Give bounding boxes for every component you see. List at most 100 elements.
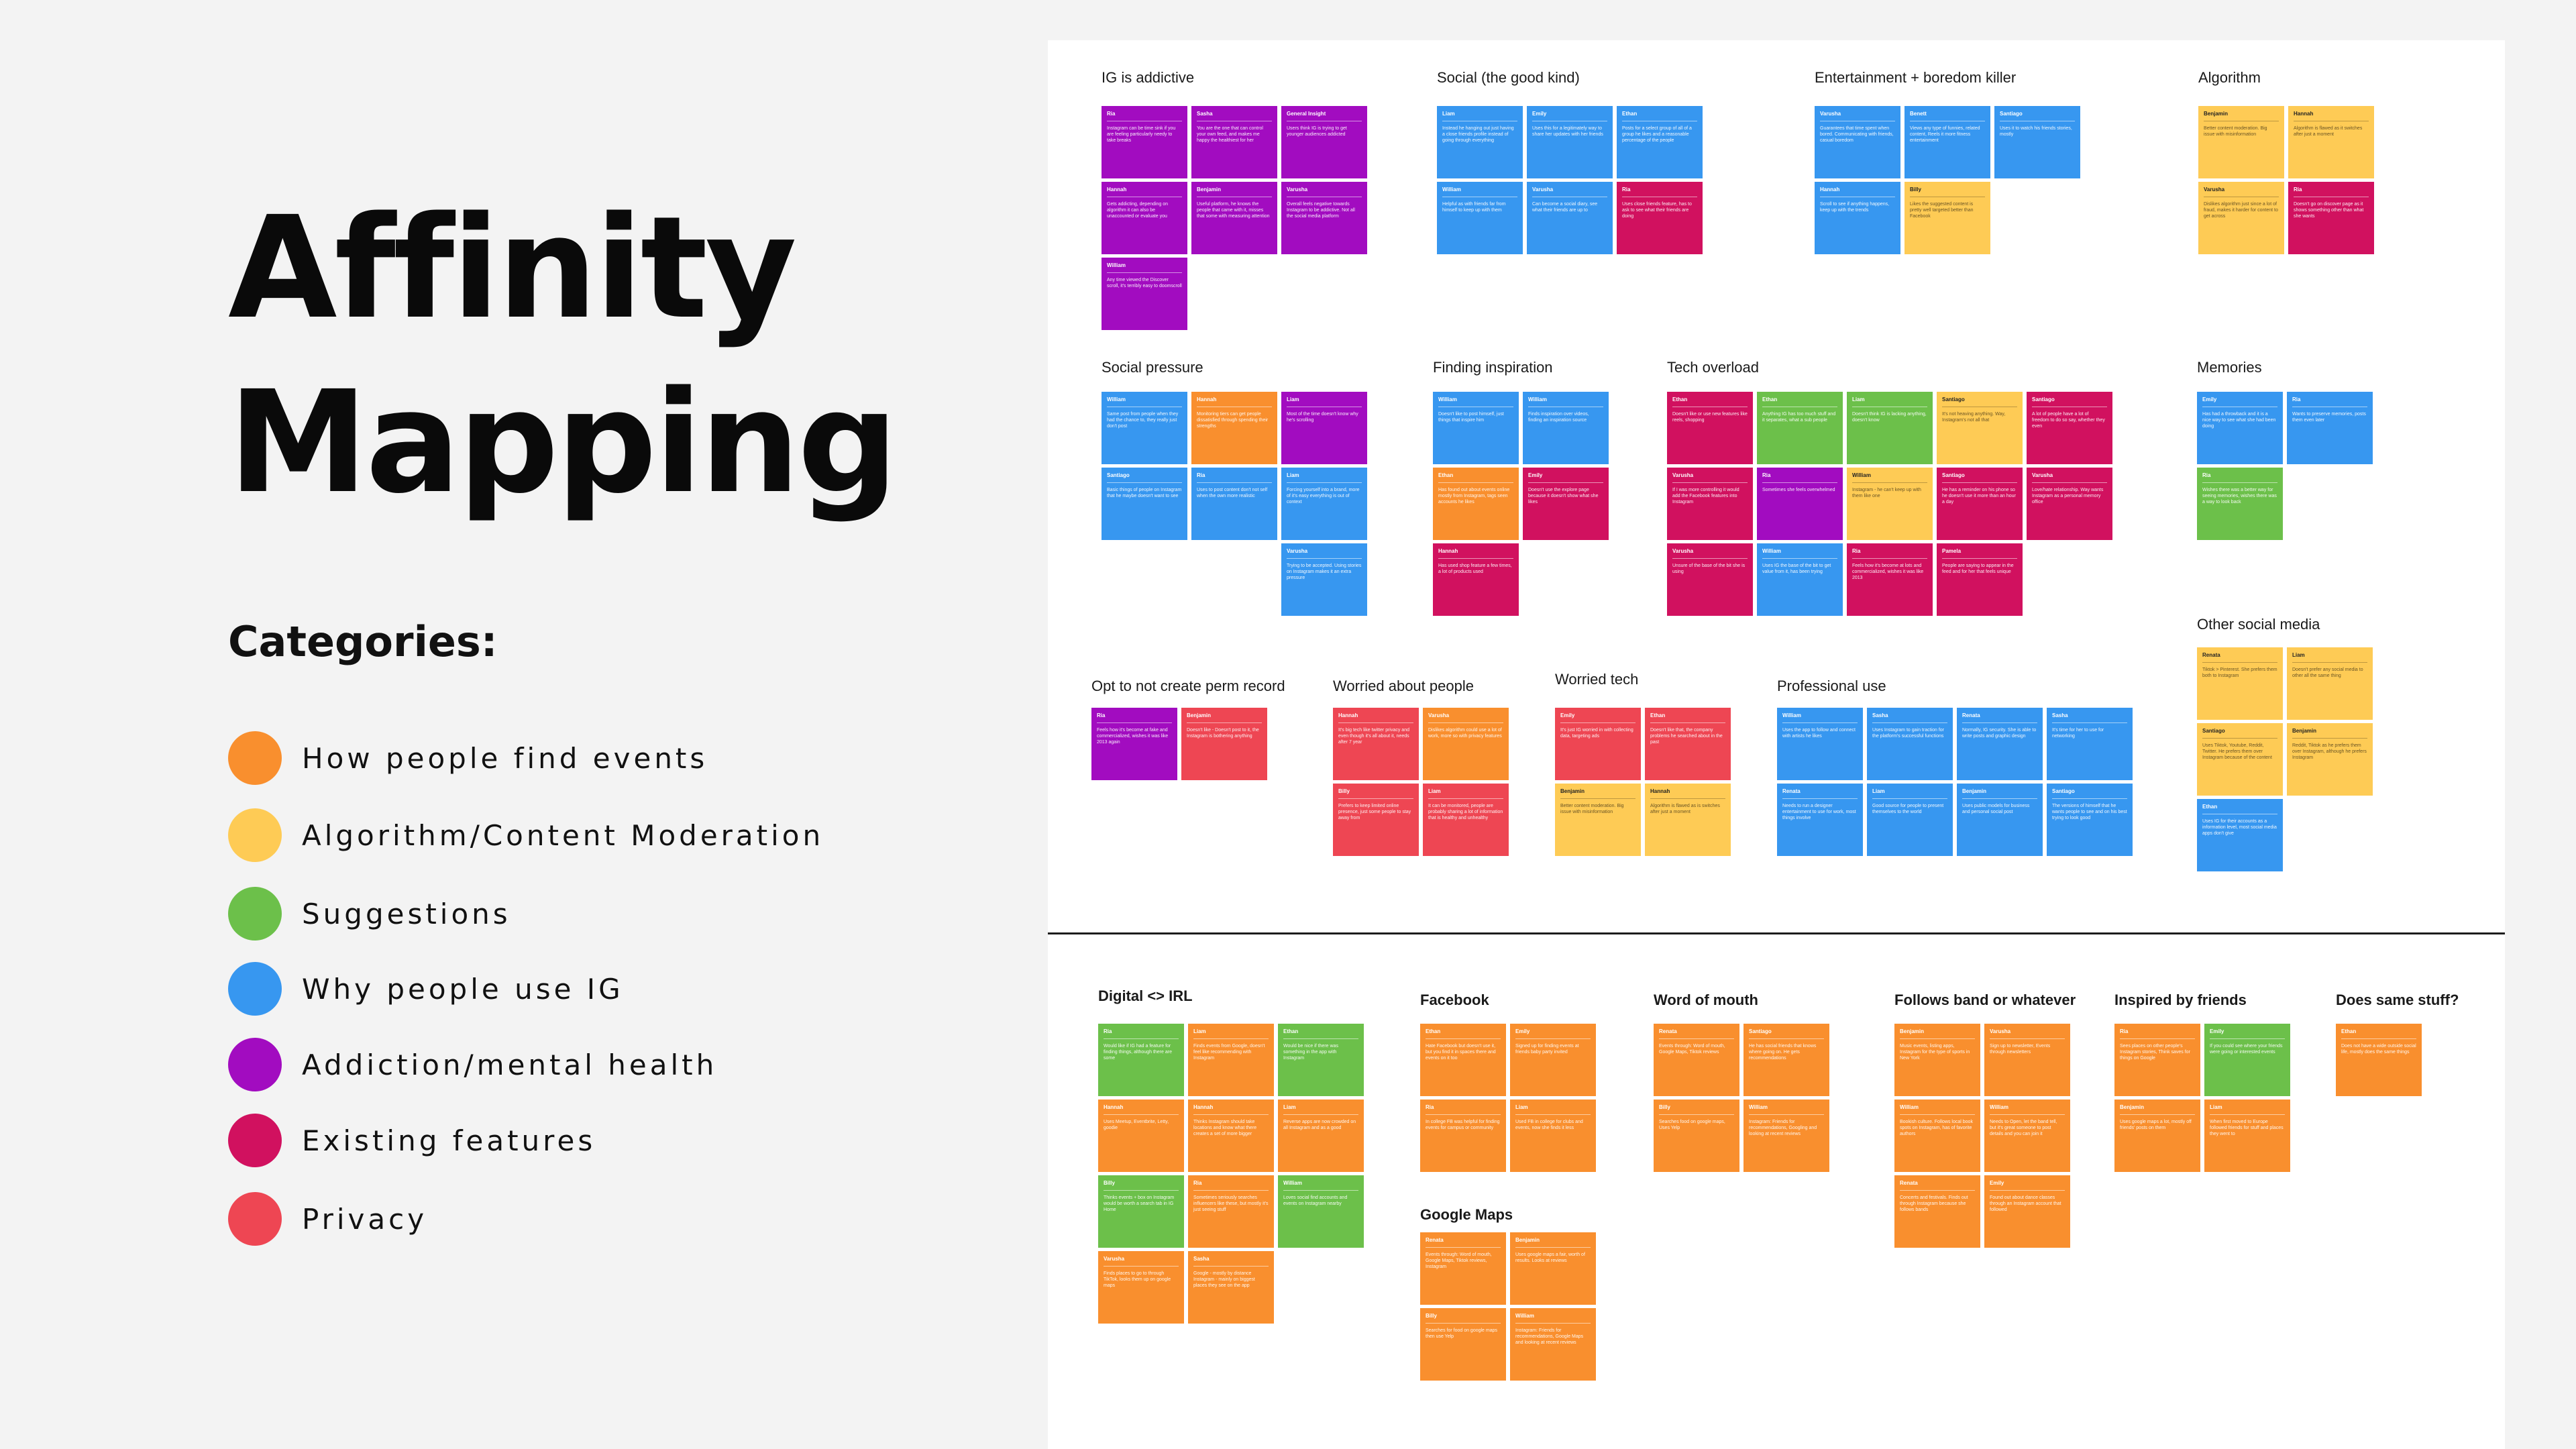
sticky-note[interactable]: Varusha Overall feels negative towards In… <box>1281 182 1367 254</box>
sticky-note[interactable]: Hannah Uses Meetup, Eventbrite, Letty, go… <box>1098 1099 1184 1172</box>
sticky-note[interactable]: Ria Instagram can be time sink if you are… <box>1102 106 1187 178</box>
sticky-note[interactable]: Ethan Does not have a wide outside social… <box>2336 1024 2422 1096</box>
sticky-note[interactable]: Ria In college FB was helpful for finding… <box>1420 1099 1506 1172</box>
sticky-note[interactable]: Billy Searches food on google maps, Uses … <box>1654 1099 1739 1172</box>
sticky-note[interactable]: Ethan Posts for a select group of all of … <box>1617 106 1703 178</box>
sticky-note[interactable]: Benjamin Uses public models for business … <box>1957 784 2043 856</box>
sticky-note[interactable]: General Insight Users think IG is trying … <box>1281 106 1367 178</box>
sticky-note[interactable]: Hannah Gets addicting, depending on algor… <box>1102 182 1187 254</box>
sticky-note[interactable]: Benjamin Doesn't like - Doesn't post to i… <box>1181 708 1267 780</box>
sticky-note[interactable]: Benjamin Better content moderation. Big i… <box>1555 784 1641 856</box>
sticky-note[interactable]: William Any time viewed the Discover scro… <box>1102 258 1187 330</box>
sticky-note[interactable]: Benett Views any type of funnies, related… <box>1904 106 1990 178</box>
sticky-note[interactable]: Ria Doesn't go on discover page as it sho… <box>2288 182 2374 254</box>
sticky-note[interactable]: William Needs to Open, let the band tell,… <box>1984 1099 2070 1172</box>
sticky-note[interactable]: Hannah Monitoring tiers can get people di… <box>1191 392 1277 464</box>
sticky-note[interactable]: Liam When first moved to Europe followed … <box>2204 1099 2290 1172</box>
sticky-note[interactable]: William Doesn't like to post himself, jus… <box>1433 392 1519 464</box>
sticky-note[interactable]: Santiago A lot of people have a lot of fr… <box>2027 392 2112 464</box>
sticky-note[interactable]: Hannah Scroll to see if anything happens,… <box>1815 182 1900 254</box>
sticky-note[interactable]: Santiago Basic things of people on Instag… <box>1102 468 1187 540</box>
sticky-note[interactable]: Ria Sees places on other people's Instagr… <box>2114 1024 2200 1096</box>
sticky-note[interactable]: Liam Finds events from Google, doesn't fe… <box>1188 1024 1274 1096</box>
sticky-note[interactable]: Benjamin Music events, listing apps, Inst… <box>1894 1024 1980 1096</box>
sticky-note[interactable]: Santiago He has social friends that knows… <box>1743 1024 1829 1096</box>
sticky-note[interactable]: Liam Doesn't prefer any social media to o… <box>2287 647 2373 720</box>
sticky-note[interactable]: Emily Has had a throwback and it is a nic… <box>2197 392 2283 464</box>
sticky-note[interactable]: Sasha You are the one that can control yo… <box>1191 106 1277 178</box>
sticky-note[interactable]: Hannah Algorithm is flawed as it switches… <box>2288 106 2374 178</box>
sticky-note[interactable]: Varusha Can become a social diary, see wh… <box>1527 182 1613 254</box>
sticky-note[interactable]: Benjamin Useful platform, he knows the pe… <box>1191 182 1277 254</box>
sticky-note[interactable]: Varusha Guarantees that time spent when b… <box>1815 106 1900 178</box>
sticky-note[interactable]: William Uses IG the base of the bit to ge… <box>1757 543 1843 616</box>
sticky-note[interactable]: Pamela People are saying to appear in the… <box>1937 543 2023 616</box>
sticky-note[interactable]: Renata Events through: Word of mouth, Goo… <box>1654 1024 1739 1096</box>
sticky-note[interactable]: Ethan Would be nice if there was somethin… <box>1278 1024 1364 1096</box>
sticky-note[interactable]: Ethan Hate Facebook but doesn't use it, b… <box>1420 1024 1506 1096</box>
sticky-note[interactable]: William Uses the app to follow and connec… <box>1777 708 1863 780</box>
sticky-note[interactable]: Emily Uses this for a legitimately way to… <box>1527 106 1613 178</box>
sticky-note[interactable]: Hannah Thinks Instagram should take locat… <box>1188 1099 1274 1172</box>
sticky-note[interactable]: Ethan Anything IG has too much stuff and … <box>1757 392 1843 464</box>
sticky-note[interactable]: Ria Feels how it's become at fake and com… <box>1091 708 1177 780</box>
sticky-note[interactable]: Ria Wants to preserve memories, posts the… <box>2287 392 2373 464</box>
sticky-note[interactable]: Emily Doesn't use the explore page becaus… <box>1523 468 1609 540</box>
sticky-note[interactable]: Emily If you could see where your friends… <box>2204 1024 2290 1096</box>
sticky-note[interactable]: William Instagram: Friends for recommenda… <box>1510 1308 1596 1381</box>
sticky-note[interactable]: William Helpful as with friends far from … <box>1437 182 1523 254</box>
sticky-note[interactable]: Ethan Doesn't like that, the company prob… <box>1645 708 1731 780</box>
sticky-note[interactable]: Santiago It's not heaving anything. Way, … <box>1937 392 2023 464</box>
sticky-note[interactable]: Liam It can be monitored, people are prob… <box>1423 784 1509 856</box>
sticky-note[interactable]: Benjamin Better content moderation. Big i… <box>2198 106 2284 178</box>
sticky-note[interactable]: Santiago The versions of himself that he … <box>2047 784 2133 856</box>
sticky-note[interactable]: Ria Sometimes seriously searches influenc… <box>1188 1175 1274 1248</box>
sticky-note[interactable]: Renata Normally, IG security. She is able… <box>1957 708 2043 780</box>
sticky-note[interactable]: Liam Doesn't think IG is lacking anything… <box>1847 392 1933 464</box>
sticky-note[interactable]: Varusha If I was more controlling it woul… <box>1667 468 1753 540</box>
sticky-note[interactable]: Sasha It's time for her to use for networ… <box>2047 708 2133 780</box>
sticky-note[interactable]: Santiago Uses Tiktok, Youtube, Reddit, Tw… <box>2197 723 2283 796</box>
sticky-note[interactable]: William Instagram - he can't keep up with… <box>1847 468 1933 540</box>
sticky-note[interactable]: Ria Wishes there was a better way for see… <box>2197 468 2283 540</box>
sticky-note[interactable]: William Loves social find accounts and ev… <box>1278 1175 1364 1248</box>
sticky-note[interactable]: William Finds inspiration over videos, fi… <box>1523 392 1609 464</box>
sticky-note[interactable]: Santiago He has a reminder on his phone s… <box>1937 468 2023 540</box>
sticky-note[interactable]: Ria Uses close friends feature, has to as… <box>1617 182 1703 254</box>
sticky-note[interactable]: Emily Signed up for finding events at fri… <box>1510 1024 1596 1096</box>
sticky-note[interactable]: Varusha Sign up to newsletter, Events thr… <box>1984 1024 2070 1096</box>
sticky-note[interactable]: Sasha Google - mostly by distance Instagr… <box>1188 1251 1274 1324</box>
sticky-note[interactable]: Ethan Uses IG for their accounts as a inf… <box>2197 799 2283 871</box>
sticky-note[interactable]: Ethan Has found out about events online m… <box>1433 468 1519 540</box>
sticky-note[interactable]: Varusha Trying to be accepted. Using stor… <box>1281 543 1367 616</box>
sticky-note[interactable]: Liam Most of the time doesn't know why he… <box>1281 392 1367 464</box>
sticky-note[interactable]: Billy Likes the suggested content is pret… <box>1904 182 1990 254</box>
sticky-note[interactable]: Hannah Algorithm is flawed as is switches… <box>1645 784 1731 856</box>
sticky-note[interactable]: Varusha Dislikes algorithm could use a lo… <box>1423 708 1509 780</box>
sticky-note[interactable]: Hannah Has used shop feature a few times,… <box>1433 543 1519 616</box>
sticky-note[interactable]: Benjamin Reddit, Tiktok as he prefers the… <box>2287 723 2373 796</box>
sticky-note[interactable]: Liam Good source for people to present th… <box>1867 784 1953 856</box>
sticky-note[interactable]: Emily Found out about dance classes throu… <box>1984 1175 2070 1248</box>
sticky-note[interactable]: Ria Would like if IG had a feature for fi… <box>1098 1024 1184 1096</box>
sticky-note[interactable]: William Instagram: Friends for recommenda… <box>1743 1099 1829 1172</box>
sticky-note[interactable]: Ria Feels how it's become at lots and com… <box>1847 543 1933 616</box>
sticky-note[interactable]: Santiago Uses it to watch his friends sto… <box>1994 106 2080 178</box>
sticky-note[interactable]: Ria Uses to post content don't not self w… <box>1191 468 1277 540</box>
sticky-note[interactable]: Billy Prefers to keep limited online pres… <box>1333 784 1419 856</box>
sticky-note[interactable]: Ria Sometimes she feels overwhelmed <box>1757 468 1843 540</box>
sticky-note[interactable]: Sasha Uses Instagram to gain traction for… <box>1867 708 1953 780</box>
sticky-note[interactable]: Liam Instead he hanging out just having a… <box>1437 106 1523 178</box>
sticky-note[interactable]: Billy Thinks events + box on Instagram wo… <box>1098 1175 1184 1248</box>
sticky-note[interactable]: William Same post from people when they h… <box>1102 392 1187 464</box>
sticky-note[interactable]: Varusha Dislikes algorithm just since a l… <box>2198 182 2284 254</box>
sticky-note[interactable]: William Bookish culture. Follows local bo… <box>1894 1099 1980 1172</box>
sticky-note[interactable]: Ethan Doesn't like or use new features li… <box>1667 392 1753 464</box>
sticky-note[interactable]: Hannah It's big tech like twitter privacy… <box>1333 708 1419 780</box>
sticky-note[interactable]: Benjamin Uses google maps a fair, worth o… <box>1510 1232 1596 1305</box>
sticky-note[interactable]: Varusha Finds places to go to through Tik… <box>1098 1251 1184 1324</box>
sticky-note[interactable]: Renata Tiktok > Pinterest. She prefers th… <box>2197 647 2283 720</box>
sticky-note[interactable]: Renata Concerts and festivals. Finds out … <box>1894 1175 1980 1248</box>
sticky-note[interactable]: Varusha Unsure of the base of the bit she… <box>1667 543 1753 616</box>
sticky-note[interactable]: Liam Forcing yourself into a brand, more … <box>1281 468 1367 540</box>
